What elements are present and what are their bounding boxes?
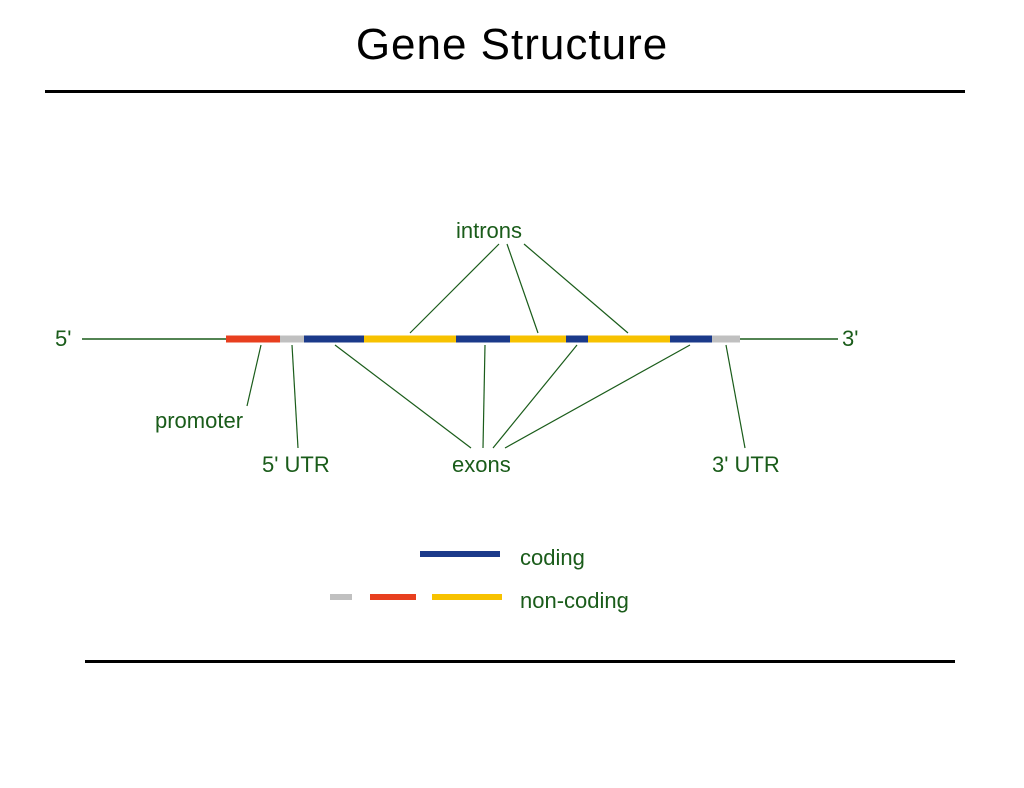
gene-diagram: [0, 0, 1024, 768]
